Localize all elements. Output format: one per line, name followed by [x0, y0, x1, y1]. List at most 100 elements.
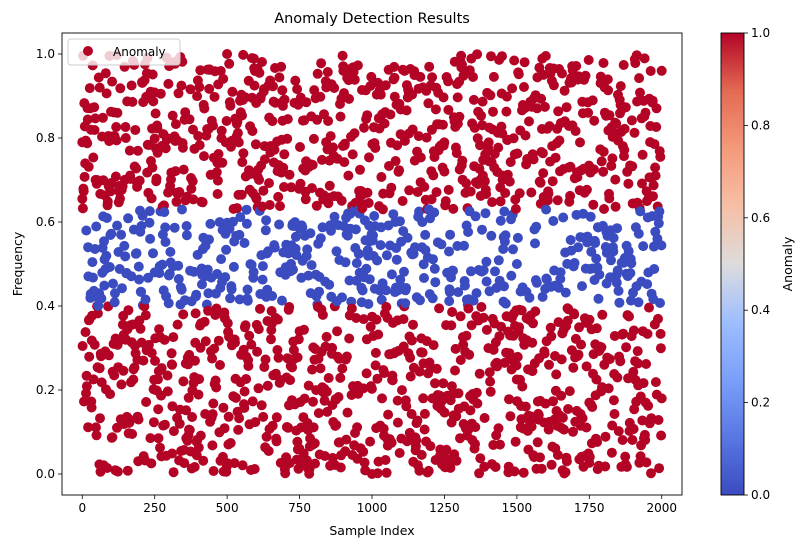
anomaly-point [195, 65, 206, 76]
colorbar-tick-label: 1.0 [751, 26, 770, 40]
anomaly-point [246, 339, 257, 350]
anomaly-point [401, 105, 412, 116]
anomaly-point [423, 98, 434, 109]
anomaly-point [159, 334, 170, 345]
normal-point [381, 285, 392, 296]
anomaly-point [200, 336, 211, 347]
anomaly-point [112, 107, 123, 118]
normal-point [361, 263, 372, 274]
normal-point [375, 240, 386, 251]
anomaly-point [419, 408, 430, 419]
anomaly-point [303, 380, 314, 391]
anomaly-point [123, 305, 134, 316]
anomaly-point [547, 176, 558, 187]
anomaly-point [213, 335, 224, 346]
normal-point [112, 220, 123, 231]
anomaly-point [519, 57, 530, 68]
anomaly-point [598, 166, 609, 177]
anomaly-point [526, 187, 537, 198]
anomaly-point [240, 320, 251, 331]
anomaly-point [279, 182, 289, 192]
anomaly-point [584, 397, 595, 408]
anomaly-point [428, 170, 439, 181]
anomaly-point [79, 171, 90, 182]
anomaly-point [253, 324, 264, 335]
normal-point [626, 295, 636, 306]
anomaly-point [183, 392, 194, 403]
y-axis-label: Frequency [10, 231, 25, 296]
normal-point [126, 271, 137, 282]
anomaly-point [401, 401, 412, 412]
anomaly-point [217, 157, 228, 168]
anomaly-point [341, 351, 352, 362]
normal-point [391, 254, 402, 265]
normal-point [188, 266, 199, 277]
normal-point [500, 298, 511, 309]
anomaly-point [563, 404, 574, 414]
anomaly-point [263, 446, 274, 456]
anomaly-point [135, 323, 146, 334]
anomaly-point [653, 415, 664, 425]
normal-point [363, 299, 374, 309]
anomaly-point [438, 378, 449, 389]
anomaly-point [535, 177, 546, 188]
anomaly-point [243, 361, 254, 371]
normal-point [159, 207, 170, 218]
anomaly-point [385, 109, 396, 120]
anomaly-point [628, 424, 639, 434]
anomaly-point [212, 189, 223, 199]
anomaly-point [613, 426, 624, 437]
normal-point [565, 235, 576, 245]
anomaly-point [292, 84, 303, 95]
anomaly-point [505, 157, 516, 167]
anomaly-point [300, 194, 311, 205]
anomaly-point [80, 327, 91, 338]
anomaly-point [581, 361, 592, 372]
anomaly-point [455, 355, 466, 365]
anomaly-point [596, 342, 607, 353]
anomaly-point [222, 318, 233, 329]
anomaly-point [266, 334, 276, 345]
anomaly-point [504, 176, 515, 187]
anomaly-point [644, 302, 654, 313]
anomaly-point [147, 69, 158, 80]
anomaly-point [86, 402, 97, 413]
anomaly-point [339, 138, 350, 149]
anomaly-point [216, 125, 227, 136]
anomaly-point [244, 330, 255, 341]
anomaly-point [301, 97, 312, 108]
anomaly-point [599, 204, 609, 214]
anomaly-point [151, 173, 162, 184]
anomaly-point [618, 60, 629, 70]
normal-point [165, 246, 176, 257]
normal-point [655, 298, 665, 308]
anomaly-point [258, 185, 269, 196]
anomaly-point [392, 395, 403, 406]
anomaly-point [84, 351, 95, 362]
anomaly-point [366, 71, 377, 82]
anomaly-point [333, 392, 344, 402]
anomaly-point [186, 183, 197, 194]
anomaly-point [540, 51, 551, 61]
anomaly-point [443, 104, 454, 115]
anomaly-point [546, 331, 557, 342]
normal-point [134, 274, 145, 285]
anomaly-point [89, 125, 100, 135]
anomaly-point [495, 196, 506, 207]
anomaly-point [230, 337, 240, 348]
normal-point [653, 218, 664, 229]
anomaly-point [624, 311, 634, 322]
anomaly-point [268, 81, 278, 92]
anomaly-point [307, 364, 318, 375]
anomaly-point [375, 89, 386, 100]
normal-point [417, 217, 428, 228]
anomaly-point [414, 465, 425, 476]
anomaly-point [349, 128, 360, 139]
anomaly-point [621, 461, 632, 472]
normal-point [459, 280, 470, 291]
anomaly-point [102, 463, 113, 473]
anomaly-point [485, 376, 496, 387]
normal-point [205, 218, 216, 229]
legend-label: Anomaly [113, 45, 166, 59]
anomaly-point [557, 412, 568, 423]
